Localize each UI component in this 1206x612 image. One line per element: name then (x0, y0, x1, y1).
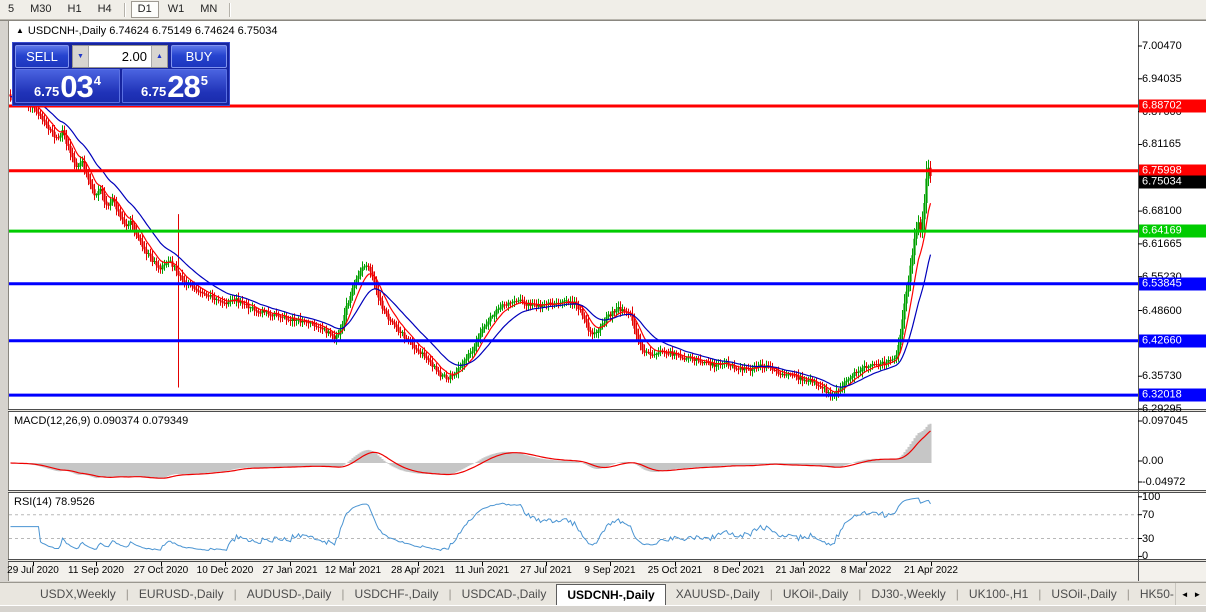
tab-separator: | (769, 587, 773, 601)
buy-price-small: 6.75 (140, 84, 167, 99)
date-axis-label: 25 Oct 2021 (647, 565, 703, 576)
date-axis-label: 11 Jun 2021 (454, 565, 510, 576)
price-axis-label: 6.81165 (1142, 138, 1181, 150)
rsi-axis-label: 0 (1142, 550, 1149, 562)
one-click-trading-widget: SELL ▼ ▲ BUY 6.75 03 4 6.75 28 5 (12, 42, 230, 106)
date-axis-label: 27 Jan 2021 (262, 565, 318, 576)
timeframe-button-mn[interactable]: MN (200, 3, 218, 15)
symbol-ohlc: 6.74624 6.75149 6.74624 6.75034 (109, 25, 278, 37)
level-price-badge: 6.53845 (1139, 277, 1206, 291)
tab-separator: | (1126, 587, 1130, 601)
price-axis-label: 6.29295 (1142, 403, 1182, 415)
collapse-triangle-icon[interactable]: ▲ (16, 26, 24, 35)
price-axis-label: 6.48600 (1142, 305, 1182, 317)
tab-scroll-left-icon[interactable]: ◄ (1180, 589, 1189, 599)
level-price-badge: 6.64169 (1139, 224, 1206, 238)
tab-separator: | (955, 587, 959, 601)
rsi-axis-label: 100 (1142, 491, 1161, 503)
sell-price-panel[interactable]: 6.75 03 4 (15, 69, 120, 103)
level-price-badge: 6.75998 (1139, 164, 1206, 178)
tab-separator: | (1038, 587, 1042, 601)
tab-separator: | (341, 587, 345, 601)
tab-separator: | (448, 587, 452, 601)
tab-scroll-arrows: ◄ ► (1175, 583, 1206, 605)
timeframe-button-m30[interactable]: M30 (30, 3, 52, 15)
volume-input[interactable] (89, 46, 151, 67)
date-axis-label: 28 Apr 2021 (391, 565, 445, 576)
level-price-badge: 6.88702 (1139, 99, 1206, 113)
level-price-badge: 6.42660 (1139, 334, 1206, 348)
chart-tab-bar: USDX,Weekly | EURUSD-,Daily | AUDUSD-,Daily |… (0, 582, 1206, 605)
toolbar-separator (229, 2, 232, 17)
date-axis-label: 11 Sep 2020 (68, 565, 124, 576)
date-axis-label: 9 Sep 2021 (584, 565, 636, 576)
chart-tab-dj30-[interactable]: DJ30-,Weekly (871, 587, 946, 601)
macd-axis-label: -0.04972 (1142, 476, 1186, 488)
date-axis-label: 12 Mar 2021 (324, 565, 382, 576)
current-price-badge: 6.75034 (1139, 175, 1206, 189)
volume-box: ▼ ▲ (72, 45, 168, 68)
price-axis-label: 7.00470 (1142, 40, 1182, 52)
tab-separator: | (858, 587, 862, 601)
chart-tab-usdcnh-[interactable]: USDCNH-,Daily (556, 584, 666, 605)
chart-tab-usdchf-[interactable]: USDCHF-,Daily (354, 587, 439, 601)
sell-price-sup: 4 (93, 73, 102, 88)
sell-button[interactable]: SELL (15, 45, 69, 68)
buy-price-big: 28 (167, 69, 200, 105)
macd-axis-label: 0.097045 (1142, 415, 1188, 427)
chart-tab-uk100-[interactable]: UK100-,H1 (968, 587, 1029, 601)
date-axis-label: 8 Dec 2021 (713, 565, 765, 576)
date-axis-label: 8 Mar 2022 (840, 565, 892, 576)
timeframe-button-d1[interactable]: D1 (130, 1, 159, 18)
date-axis-label: 10 Dec 2020 (196, 565, 254, 576)
toolbar-separator (123, 2, 126, 17)
chart-tab-usdcad-[interactable]: USDCAD-,Daily (461, 587, 547, 601)
buy-price-panel[interactable]: 6.75 28 5 (122, 69, 227, 103)
level-price-badge: 6.32018 (1139, 388, 1206, 402)
chart-tab-xauusd-[interactable]: XAUUSD-,Daily (675, 587, 760, 601)
symbol-info: ▲ USDCNH-,Daily 6.74624 6.75149 6.74624 6… (16, 25, 277, 37)
macd-axis-label: 0.00 (1142, 455, 1164, 467)
tab-separator: | (233, 587, 237, 601)
volume-decrease-button[interactable]: ▼ (73, 46, 89, 67)
date-axis-label: 21 Jan 2022 (775, 565, 831, 576)
date-axis-label: 27 Oct 2020 (133, 565, 189, 576)
timeframe-button-h4[interactable]: H4 (97, 3, 112, 15)
chart-tab-usoil-[interactable]: USOil-,Daily (1051, 587, 1117, 601)
symbol-title: USDCNH-,Daily (27, 25, 107, 37)
volume-increase-button[interactable]: ▲ (151, 46, 167, 67)
chart-tab-usdx[interactable]: USDX,Weekly (40, 587, 116, 601)
date-axis-label: 21 Apr 2022 (904, 565, 958, 576)
sell-price-small: 6.75 (33, 84, 60, 99)
chart-tab-ukoil-[interactable]: UKOil-,Daily (782, 587, 849, 601)
timeframe-button-w1[interactable]: W1 (167, 3, 185, 15)
timeframe-button-5[interactable]: 5 (8, 3, 15, 15)
rsi-axis-label: 70 (1142, 509, 1155, 521)
buy-button[interactable]: BUY (171, 45, 227, 68)
date-axis-label: 27 Jul 2021 (520, 565, 572, 576)
price-axis-label: 6.94035 (1142, 73, 1182, 85)
tab-separator: | (125, 587, 129, 601)
price-axis-label: 6.68100 (1142, 205, 1182, 217)
chart-tab-eurusd-[interactable]: EURUSD-,Daily (138, 587, 224, 601)
rsi-axis-label: 30 (1142, 533, 1155, 545)
buy-price-sup: 5 (200, 73, 209, 88)
sell-price-big: 03 (60, 69, 93, 105)
timeframe-toolbar: 5 M30 H1 H4 D1 W1 MN (0, 0, 1206, 20)
price-axis-label: 6.61665 (1142, 238, 1182, 250)
price-axis-label: 6.35730 (1142, 370, 1182, 382)
chart-tab-audusd-[interactable]: AUDUSD-,Daily (246, 587, 332, 601)
tab-scroll-right-icon[interactable]: ► (1193, 589, 1202, 599)
timeframe-button-h1[interactable]: H1 (67, 3, 82, 15)
status-strip (0, 605, 1206, 612)
date-axis-label: 29 Jul 2020 (7, 565, 59, 576)
